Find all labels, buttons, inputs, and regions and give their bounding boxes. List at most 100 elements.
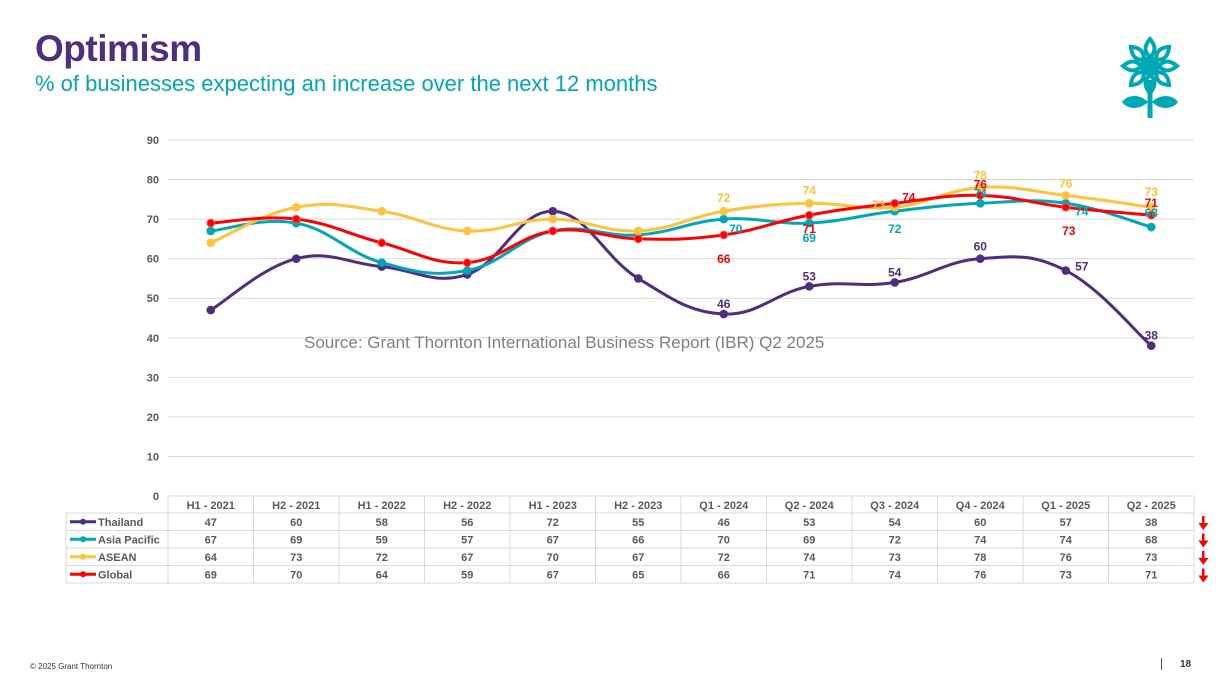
table-cell: 65 (632, 569, 644, 581)
table-cell: 73 (290, 552, 302, 564)
data-point-asean (206, 238, 216, 248)
data-point-global (975, 191, 985, 200)
table-cell: 60 (290, 517, 302, 529)
data-label-thailand: 53 (803, 269, 817, 283)
table-row: ASEAN 64 73 72 67 70 67 72 74 73 78 76 73 (66, 547, 1209, 566)
table-cell: 57 (1060, 517, 1072, 529)
data-point-global (377, 238, 387, 248)
source-annotation: Source: Grant Thornton International Bus… (304, 333, 824, 352)
table-cell: 73 (1145, 552, 1157, 564)
flower-petal (1154, 44, 1172, 62)
y-tick-label: 30 (147, 372, 159, 384)
data-point-thailand (719, 309, 729, 319)
data-point-thailand (291, 254, 301, 263)
data-point-global (548, 226, 558, 236)
page-title: Optimism (35, 28, 202, 69)
data-label-thailand: 57 (1075, 260, 1089, 274)
data-point-global (206, 218, 216, 228)
data-point-asean (804, 198, 814, 208)
data-point-thailand (890, 278, 900, 287)
data-point-global (719, 230, 729, 240)
table-cell: 60 (974, 517, 986, 529)
data-point-asia-pacific (975, 198, 985, 208)
data-label-asean: 73 (1145, 185, 1159, 199)
table-row: Global 69 70 64 59 67 65 66 71 74 76 73 71 (66, 565, 1209, 584)
legend-label: ASEAN (98, 552, 137, 564)
page-subtitle: % of businesses expecting an increase ov… (35, 71, 658, 96)
data-point-global (462, 258, 472, 267)
data-point-thailand (1061, 266, 1071, 275)
table-cell: 74 (889, 569, 902, 581)
data-point-global (804, 210, 814, 220)
flower-petal (1154, 70, 1172, 88)
data-label-thailand: 60 (974, 240, 988, 254)
y-tick-label: 20 (147, 412, 159, 424)
table-header-cell: H2 - 2022 (443, 500, 491, 512)
data-label-global: 76 (974, 177, 988, 191)
table-cell: 72 (889, 534, 901, 546)
data-point-asean (719, 206, 729, 216)
data-label-global: 71 (803, 222, 817, 236)
table-cell: 53 (803, 517, 815, 529)
series-line-asean (210, 185, 1152, 245)
table-cell: 73 (889, 552, 901, 564)
legend-marker-swatch (80, 536, 86, 543)
table-cell: 58 (376, 517, 388, 529)
series-thailand (206, 206, 1156, 350)
copyright: © 2025 Grant Thornton (30, 662, 113, 671)
data-point-global (1146, 210, 1156, 220)
table-header-cell: H1 - 2021 (187, 500, 235, 512)
table-cell: 72 (718, 552, 730, 564)
data-point-asean (548, 214, 558, 224)
table-cell: 46 (718, 517, 730, 529)
table-header-cell: H1 - 2023 (529, 500, 577, 512)
series-line-asia-pacific (210, 199, 1152, 275)
data-point-asia-pacific (462, 266, 472, 275)
legend-label: Global (98, 569, 132, 581)
table-header-cell: Q1 - 2025 (1041, 500, 1090, 512)
data-label-asia-pacific: 72 (888, 222, 902, 236)
data-label-thailand: 54 (888, 265, 902, 279)
data-point-asia-pacific (377, 258, 387, 267)
table-cell: 67 (461, 552, 473, 564)
legend-label: Asia Pacific (98, 534, 160, 546)
table-header-cell: Q2 - 2025 (1127, 500, 1176, 512)
y-tick-label: 80 (147, 175, 159, 187)
table-cell: 71 (1145, 569, 1157, 581)
series-line-global (210, 193, 1152, 265)
footer-divider (1161, 658, 1162, 670)
y-tick-label: 50 (147, 293, 159, 305)
y-tick-label: 40 (147, 333, 159, 345)
data-point-asean (633, 226, 643, 236)
table-cell: 74 (803, 552, 816, 564)
table-cell: 67 (547, 534, 559, 546)
table-cell: 72 (547, 517, 559, 529)
table-cell: 64 (376, 569, 389, 581)
table-cell: 73 (1060, 569, 1072, 581)
data-label-global: 74 (902, 190, 916, 204)
data-point-asia-pacific (1146, 222, 1156, 232)
flower-petal (1128, 44, 1146, 62)
y-tick-label: 0 (153, 491, 159, 503)
data-label-thailand: 46 (717, 297, 731, 311)
series-asean (206, 183, 1156, 248)
data-point-global (633, 234, 643, 244)
table-cell: 57 (461, 534, 473, 546)
series-asia-pacific (206, 198, 1156, 275)
table-header-cell: Q2 - 2024 (785, 500, 835, 512)
table-cell: 67 (632, 552, 644, 564)
table-cell: 38 (1145, 517, 1157, 529)
data-point-asean (291, 202, 301, 212)
y-axis-ticks: 0 10 20 30 40 50 60 70 80 90 (147, 135, 159, 503)
data-point-asean (1061, 191, 1071, 200)
series-lines (206, 183, 1156, 350)
table-cell: 68 (1145, 534, 1157, 546)
table-cell: 70 (547, 552, 559, 564)
flower-petal (1119, 59, 1144, 73)
flower-petal (1143, 36, 1157, 60)
table-cell: 74 (974, 534, 987, 546)
trend-down-arrow-icon (1198, 568, 1209, 583)
trend-down-arrow-icon (1198, 516, 1209, 530)
y-tick-label: 70 (147, 214, 159, 226)
data-label-asean: 73 (872, 198, 886, 212)
